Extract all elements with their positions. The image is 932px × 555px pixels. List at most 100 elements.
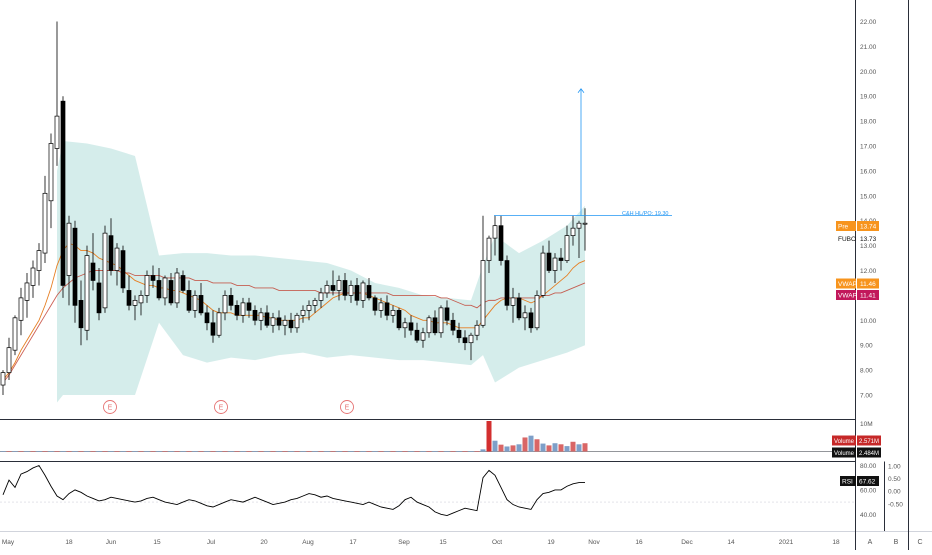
volume-bar [336, 451, 342, 452]
volume-bar [492, 440, 498, 452]
candle-body [378, 302, 384, 311]
candle-body [144, 275, 150, 296]
volume-bar [414, 451, 420, 452]
rsi-tick-label: 60.00 [860, 487, 877, 494]
candle-body [282, 319, 288, 326]
candle-body [258, 312, 264, 321]
x-tick-label: 17 [349, 539, 357, 546]
volume-bar [162, 451, 168, 452]
volume-bar [60, 451, 66, 452]
candle-body [30, 267, 36, 286]
volume-bar [192, 451, 198, 452]
candle-body [54, 115, 60, 149]
candle-body [264, 312, 270, 326]
volume-bar [456, 451, 462, 452]
candle-body [216, 312, 222, 336]
candle-body [126, 290, 132, 306]
rsi-right-tick-label: 1.00 [888, 464, 901, 471]
candle-body [288, 319, 294, 329]
volume-bar [54, 451, 60, 452]
volume-bar [84, 451, 90, 452]
candle-body [294, 314, 300, 329]
volume-bar [408, 451, 414, 452]
earnings-marker [103, 400, 117, 414]
candle-body [96, 282, 102, 314]
volume-bar [552, 443, 558, 452]
price-tick-label: 20.00 [860, 69, 877, 76]
volume-bar [264, 451, 270, 452]
rsi-tag-label: RSI [842, 479, 853, 486]
volume-bar [198, 451, 204, 452]
x-tick-label: 14 [727, 539, 735, 546]
volume-bar [12, 451, 18, 452]
candle-body [180, 275, 186, 291]
price-tick-label: 13.00 [860, 243, 877, 250]
scale-button-label: C [917, 539, 922, 546]
rsi-right-tick-label: 0.50 [888, 476, 901, 483]
volume-bar [390, 451, 396, 452]
x-tick-label: Nov [588, 539, 600, 546]
volume-bar [450, 451, 456, 452]
volume-bar [342, 451, 348, 452]
volume-bar [204, 451, 210, 452]
volume-bar [156, 451, 162, 452]
volume-bar [288, 451, 294, 452]
candle-body [114, 247, 120, 271]
candle-body [468, 334, 474, 344]
volume-tag-value-bg [857, 447, 881, 458]
volume-bar [138, 451, 144, 452]
volume-bar [444, 451, 450, 452]
volume-bar [402, 451, 408, 452]
price-tick-label: 10.00 [860, 318, 877, 325]
volume-bar [270, 451, 276, 452]
volume-bar [150, 451, 156, 452]
candle-body [456, 329, 462, 339]
x-tick-label: 15 [153, 539, 161, 546]
price-tag-value-bg [857, 221, 879, 231]
volume-bar [6, 451, 12, 452]
candle-body [90, 262, 96, 281]
volume-bar [384, 451, 390, 452]
scale-button-label: A [868, 539, 873, 546]
earnings-marker [214, 400, 228, 414]
candle-body [312, 300, 318, 306]
candle-body [138, 295, 144, 304]
candle-body [444, 307, 450, 321]
price-tick-label: 18.00 [860, 119, 877, 126]
candle-body [450, 319, 456, 331]
volume-bar [312, 451, 318, 452]
volume-bar [234, 451, 240, 452]
volume-bar [96, 451, 102, 452]
volume-tag-value: 2.571M [859, 439, 879, 445]
price-tick-label: 12.00 [860, 268, 877, 275]
volume-bar [120, 451, 126, 452]
candle-body [60, 100, 66, 286]
volume-bar [504, 446, 510, 452]
volume-bar [174, 451, 180, 452]
candle-body [516, 297, 522, 319]
volume-bar [348, 451, 354, 452]
candle-body [24, 282, 30, 301]
price-tick-label: 17.00 [860, 144, 877, 151]
price-tag-label: VWAP [838, 293, 857, 300]
volume-bar [438, 451, 444, 452]
price-tick-label: 21.00 [860, 44, 877, 51]
volume-bar [102, 451, 108, 452]
volume-bar [540, 443, 546, 452]
price-tick-label: 8.00 [860, 368, 873, 375]
volume-tag-label: Volume MA [834, 451, 865, 457]
volume-bar [246, 451, 252, 452]
moving-average-line [2, 242, 586, 381]
volume-bar [306, 451, 312, 452]
volume-bar [0, 451, 6, 452]
candle-body [84, 255, 90, 331]
candle-body [318, 292, 324, 301]
volume-bar [360, 451, 366, 452]
volume-bar [426, 451, 432, 452]
candle-body [150, 275, 156, 281]
rsi-line [2, 464, 585, 516]
candle-body [48, 143, 54, 202]
price-tag-label-bg [836, 278, 856, 289]
volume-bar [36, 451, 42, 452]
volume-bar [258, 451, 264, 452]
